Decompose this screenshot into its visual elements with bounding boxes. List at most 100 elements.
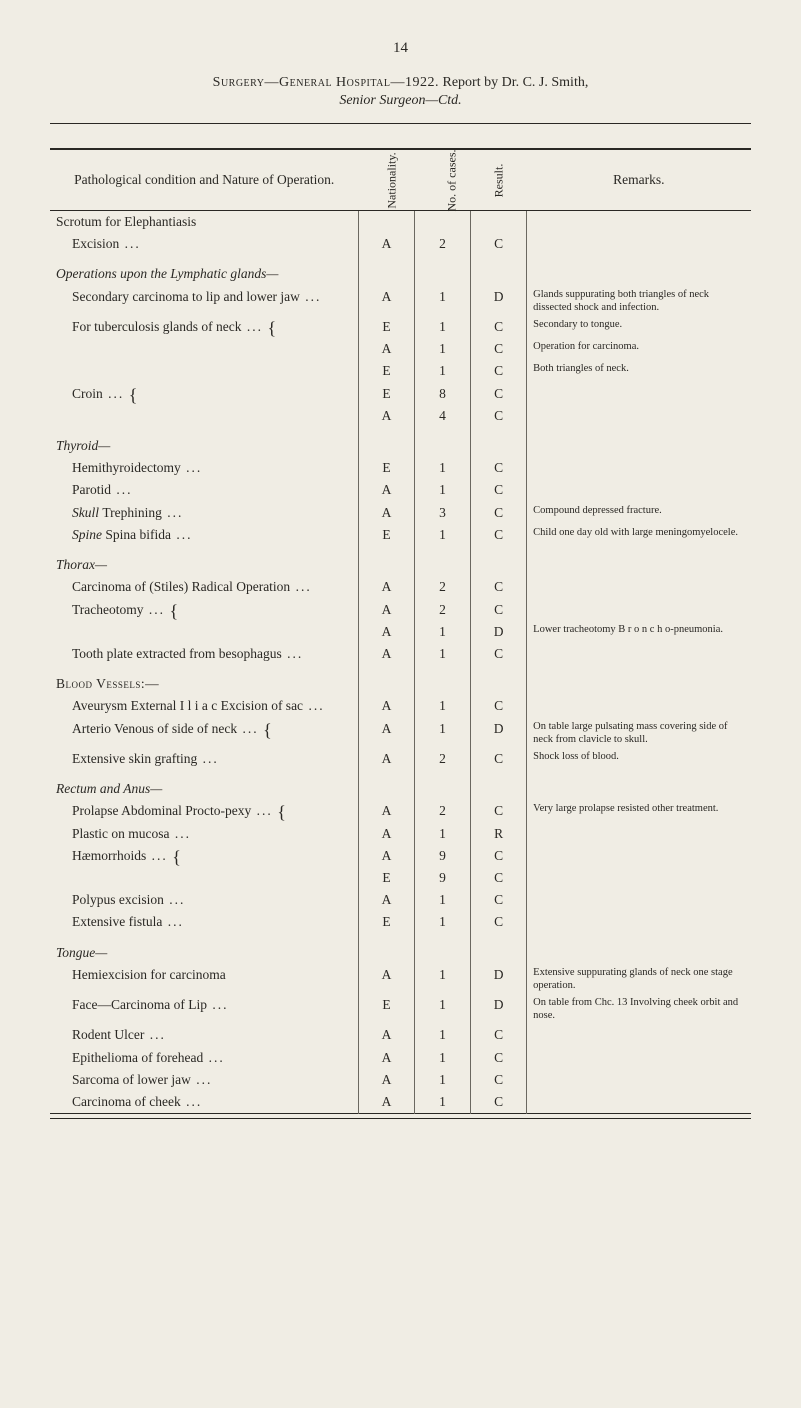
- result-cell: D: [471, 621, 527, 643]
- nationality-cell: [358, 770, 414, 800]
- cases-cell: [415, 770, 471, 800]
- remarks-cell: [527, 599, 751, 621]
- col-header-nationality: Nationality.: [358, 149, 414, 211]
- nationality-cell: A: [358, 286, 414, 316]
- table-row: Skull TrephiningA3CCompound depressed fr…: [50, 502, 751, 524]
- condition-cell: Sarcoma of lower jaw: [50, 1069, 358, 1091]
- table-row: Polypus excisionA1C: [50, 889, 751, 911]
- cases-cell: 1: [415, 718, 471, 748]
- nationality-cell: E: [358, 360, 414, 382]
- remarks-cell: Extensive suppurating glands of neck one…: [527, 964, 751, 994]
- result-cell: C: [471, 576, 527, 598]
- table-row: For tuberculosis glands of neck {E1CSeco…: [50, 316, 751, 338]
- remarks-cell: [527, 889, 751, 911]
- table-row: Croin {E8C: [50, 383, 751, 405]
- result-cell: C: [471, 233, 527, 255]
- cases-cell: 9: [415, 867, 471, 889]
- nationality-cell: [358, 934, 414, 964]
- result-cell: C: [471, 383, 527, 405]
- brace-icon: {: [263, 318, 276, 338]
- cases-cell: 1: [415, 994, 471, 1024]
- nationality-cell: A: [358, 576, 414, 598]
- result-cell: C: [471, 1024, 527, 1046]
- table-row: Epithelioma of foreheadA1C: [50, 1047, 751, 1069]
- remarks-cell: [527, 427, 751, 457]
- cases-cell: 2: [415, 800, 471, 822]
- condition-cell: Extensive fistula: [50, 911, 358, 933]
- remarks-cell: [527, 823, 751, 845]
- title-pre: Surgery—General Hospital—1922.: [213, 75, 439, 90]
- condition-cell: [50, 360, 358, 382]
- col-header-result: Result.: [471, 149, 527, 211]
- cases-cell: 1: [415, 1091, 471, 1114]
- table-row: Thorax—: [50, 546, 751, 576]
- result-cell: C: [471, 360, 527, 382]
- result-cell: [471, 934, 527, 964]
- col-header-cases: No. of cases.: [415, 149, 471, 211]
- result-cell: C: [471, 748, 527, 770]
- cases-cell: [415, 255, 471, 285]
- cases-cell: [415, 211, 471, 234]
- cases-cell: 1: [415, 695, 471, 717]
- table-row: Secondary carcinoma to lip and lower jaw…: [50, 286, 751, 316]
- cases-cell: 2: [415, 599, 471, 621]
- remarks-cell: [527, 934, 751, 964]
- cases-cell: 1: [415, 524, 471, 546]
- cases-cell: 1: [415, 889, 471, 911]
- table-row: Aveurysm External I l i a c Excision of …: [50, 695, 751, 717]
- remarks-cell: Child one day old with large meningomyel…: [527, 524, 751, 546]
- result-cell: C: [471, 457, 527, 479]
- nationality-cell: E: [358, 316, 414, 338]
- remarks-cell: Operation for carcinoma.: [527, 338, 751, 360]
- condition-cell: Croin {: [50, 383, 358, 405]
- remarks-cell: [527, 911, 751, 933]
- remarks-cell: Glands suppurating both triangles of nec…: [527, 286, 751, 316]
- table-row: Carcinoma of (Stiles) Radical OperationA…: [50, 576, 751, 598]
- remarks-cell: Shock loss of blood.: [527, 748, 751, 770]
- table-row: ParotidA1C: [50, 479, 751, 501]
- remarks-cell: Very large prolapse resisted other treat…: [527, 800, 751, 822]
- condition-cell: Tooth plate extracted from besophagus: [50, 643, 358, 665]
- condition-cell: Plastic on mucosa: [50, 823, 358, 845]
- cases-cell: 1: [415, 286, 471, 316]
- brace-icon: {: [124, 384, 137, 404]
- nationality-cell: A: [358, 233, 414, 255]
- table-row: Tracheotomy {A2C: [50, 599, 751, 621]
- page-title: Surgery—General Hospital—1922. Report by…: [50, 75, 751, 91]
- nationality-cell: A: [358, 889, 414, 911]
- result-cell: D: [471, 718, 527, 748]
- result-cell: [471, 665, 527, 695]
- table-row: E9C: [50, 867, 751, 889]
- remarks-cell: [527, 233, 751, 255]
- title-post: Report by Dr. C. J. Smith,: [442, 75, 588, 90]
- nationality-cell: A: [358, 800, 414, 822]
- result-cell: C: [471, 845, 527, 867]
- remarks-cell: [527, 867, 751, 889]
- nationality-cell: A: [358, 599, 414, 621]
- table-row: ExcisionA2C: [50, 233, 751, 255]
- result-cell: C: [471, 405, 527, 427]
- col-header-remarks: Remarks.: [527, 149, 751, 211]
- result-cell: C: [471, 1091, 527, 1114]
- result-cell: C: [471, 1047, 527, 1069]
- table-row: Hemiexcision for carcinomaA1DExtensive s…: [50, 964, 751, 994]
- remarks-cell: [527, 211, 751, 234]
- brace-icon: {: [168, 847, 181, 867]
- cases-cell: 1: [415, 1069, 471, 1091]
- nationality-cell: E: [358, 867, 414, 889]
- remarks-cell: [527, 255, 751, 285]
- result-cell: C: [471, 316, 527, 338]
- remarks-cell: On table large pulsating mass covering s…: [527, 718, 751, 748]
- cases-cell: 1: [415, 643, 471, 665]
- remarks-cell: [527, 1047, 751, 1069]
- cases-cell: 4: [415, 405, 471, 427]
- page-number: 14: [50, 40, 751, 57]
- condition-cell: Spine Spina bifida: [50, 524, 358, 546]
- condition-cell: Epithelioma of forehead: [50, 1047, 358, 1069]
- table-row: Rectum and Anus—: [50, 770, 751, 800]
- cases-cell: [415, 546, 471, 576]
- table-row: Carcinoma of cheekA1C: [50, 1091, 751, 1114]
- result-cell: D: [471, 964, 527, 994]
- table-row: A4C: [50, 405, 751, 427]
- cases-cell: 1: [415, 1024, 471, 1046]
